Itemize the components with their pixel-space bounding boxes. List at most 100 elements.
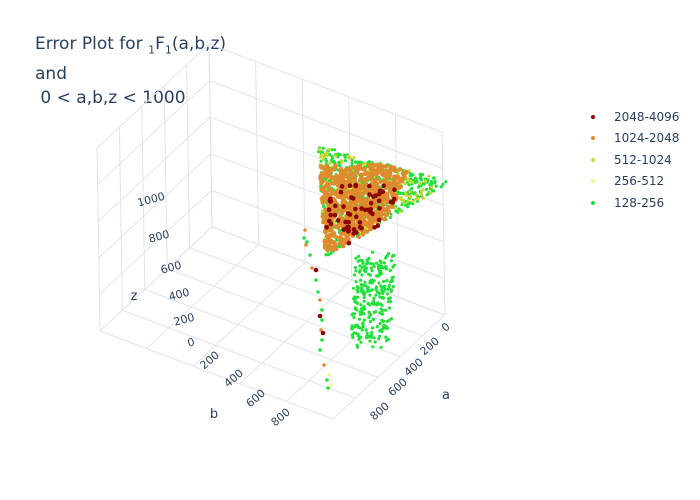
data-point: [392, 276, 395, 279]
data-point: [406, 205, 409, 208]
data-point: [328, 198, 333, 203]
data-point: [318, 298, 322, 302]
data-point: [351, 324, 354, 327]
data-point: [377, 218, 382, 223]
grid-line: [209, 44, 442, 132]
data-point: [363, 318, 366, 321]
data-point: [359, 279, 362, 282]
data-point: [329, 222, 334, 227]
data-point: [361, 321, 364, 324]
data-point: [376, 325, 379, 328]
data-point: [388, 307, 391, 310]
data-point: [368, 294, 371, 297]
grid-line: [97, 148, 100, 331]
data-point: [358, 178, 362, 182]
data-point: [377, 337, 380, 340]
data-point: [386, 320, 389, 323]
data-point: [379, 180, 383, 184]
data-point: [354, 169, 358, 173]
data-point: [341, 244, 345, 248]
legend-item[interactable]: 1024-2048: [585, 128, 679, 150]
data-point: [419, 182, 422, 185]
data-point: [373, 336, 376, 339]
data-point: [339, 190, 344, 195]
data-point: [363, 269, 366, 272]
tick-label: 400: [222, 367, 246, 390]
data-point: [325, 378, 329, 382]
legend-item[interactable]: 2048-4096: [585, 106, 679, 128]
data-point: [414, 177, 417, 180]
data-point: [365, 229, 369, 233]
tick-label: 800: [368, 400, 392, 423]
data-point: [352, 231, 357, 236]
legend-marker: [591, 179, 595, 183]
data-point: [328, 213, 333, 218]
data-point: [353, 273, 356, 276]
data-point: [380, 289, 383, 292]
data-point: [387, 183, 391, 187]
data-point: [394, 210, 397, 213]
data-point: [365, 188, 369, 192]
data-point: [379, 285, 382, 288]
legend-label: 2048-4096: [614, 110, 679, 124]
data-point: [314, 278, 318, 282]
data-point: [341, 238, 345, 242]
legend-item[interactable]: 512-1024: [585, 149, 679, 171]
data-point: [372, 318, 375, 321]
data-point: [378, 259, 381, 262]
data-point: [344, 172, 348, 176]
data-point: [336, 225, 340, 229]
grid-line: [256, 62, 259, 245]
data-point: [333, 213, 338, 218]
data-point: [354, 307, 357, 310]
data-point: [339, 175, 343, 179]
data-point: [370, 266, 373, 269]
tick-label: 200: [198, 349, 222, 372]
tick-label: 0: [439, 320, 453, 334]
data-point: [358, 164, 362, 168]
data-point: [319, 155, 322, 158]
data-point: [358, 318, 361, 321]
data-point: [321, 331, 326, 336]
grid-line: [98, 81, 210, 185]
data-point: [323, 230, 327, 234]
data-point: [364, 284, 367, 287]
data-point: [399, 210, 402, 213]
data-point: [353, 300, 356, 303]
data-point: [408, 179, 411, 182]
data-point: [363, 300, 366, 303]
data-point: [318, 314, 323, 319]
data-point: [355, 332, 358, 335]
data-point: [329, 383, 333, 387]
data-point: [327, 373, 331, 377]
data-point: [371, 218, 375, 222]
data-point: [333, 148, 336, 151]
data-point: [367, 273, 370, 276]
data-point: [348, 207, 352, 211]
data-point: [326, 386, 330, 390]
data-point: [357, 255, 360, 258]
data-point: [322, 363, 326, 367]
data-point: [354, 184, 359, 189]
data-point: [351, 223, 355, 227]
data-point: [390, 259, 393, 262]
data-point: [426, 193, 429, 196]
data-point: [346, 237, 350, 241]
data-point: [381, 292, 384, 295]
legend-item[interactable]: 128-256: [585, 192, 679, 214]
data-point: [351, 162, 354, 165]
data-point: [393, 181, 397, 185]
grid-line: [209, 44, 212, 227]
data-point: [319, 181, 323, 185]
data-point: [411, 181, 414, 184]
data-point: [362, 289, 365, 292]
data-point: [380, 346, 383, 349]
legend-item[interactable]: 256-512: [585, 171, 679, 193]
data-point: [353, 312, 356, 315]
data-point: [360, 311, 363, 314]
data-point: [375, 262, 378, 265]
data-point: [363, 308, 366, 311]
data-point: [441, 183, 444, 186]
data-point: [422, 188, 425, 191]
